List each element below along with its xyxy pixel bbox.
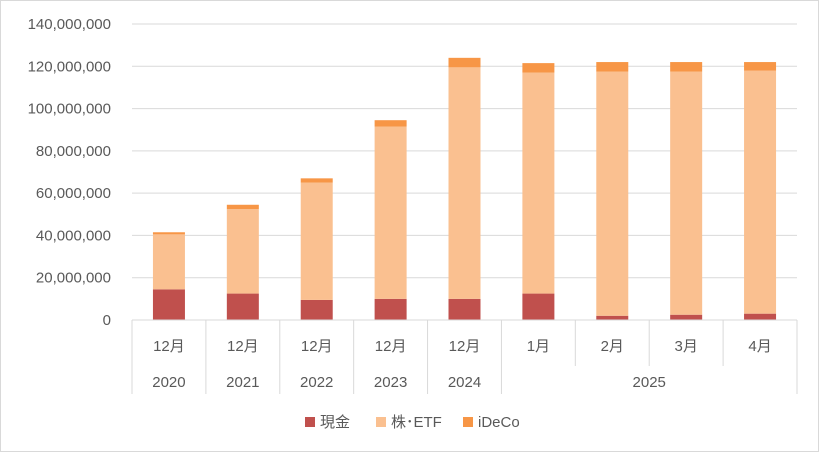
x-tick-label-month: 12月: [449, 338, 481, 355]
bar-segment-stocks-etf: [152, 234, 185, 290]
bar-segment-stocks-etf: [374, 126, 407, 299]
bar-segment-ideco: [448, 57, 481, 68]
legend-item-stocks-etf: 株･ETF: [376, 414, 442, 431]
x-tick-label-month: 12月: [301, 338, 333, 355]
x-tick-label-month: 12月: [153, 338, 185, 355]
bar-segment-cash: [226, 293, 259, 320]
bar-segment-stocks-etf: [226, 209, 259, 294]
bar-segment-stocks-etf: [744, 70, 777, 314]
legend: 現金 株･ETF iDeCo: [305, 414, 520, 431]
x-axis: 12月 12月 12月 12月 12月 1月 2月 3月 4月 2020 2021 2022 2023 2…: [131, 319, 798, 394]
bar-segment-stocks-etf: [448, 67, 481, 299]
y-tick-label: 120,000,000: [28, 58, 111, 75]
bar-segment-ideco: [300, 178, 333, 183]
bar-segment-stocks-etf: [670, 71, 703, 315]
legend-swatch: [463, 417, 473, 427]
legend-swatch: [305, 417, 315, 427]
x-tick-label-month: 1月: [527, 338, 550, 355]
y-axis-tick-labels: 0 20,000,000 40,000,000 60,000,000 80,000,00…: [28, 16, 111, 329]
x-tick-label-month: 12月: [227, 338, 259, 355]
y-tick-label: 0: [103, 312, 111, 329]
legend-item-ideco: iDeCo: [463, 414, 520, 431]
x-tick-label-year: 2025: [633, 374, 666, 391]
y-tick-label: 140,000,000: [28, 16, 111, 33]
bar-segment-ideco: [744, 62, 777, 71]
legend-item-cash: 現金: [305, 414, 350, 431]
bar-segment-ideco: [522, 63, 555, 73]
bar-segment-cash: [374, 298, 407, 320]
y-tick-label: 40,000,000: [36, 227, 111, 244]
x-tick-label-year: 2020: [152, 374, 185, 391]
x-tick-label-month: 3月: [674, 338, 697, 355]
x-tick-label-month: 12月: [375, 338, 407, 355]
legend-label: iDeCo: [478, 414, 520, 431]
y-tick-label: 80,000,000: [36, 143, 111, 160]
bar-segment-stocks-etf: [522, 72, 555, 294]
x-tick-label-year: 2021: [226, 374, 259, 391]
y-tick-label: 20,000,000: [36, 270, 111, 287]
bar-segment-cash: [744, 313, 777, 320]
bar-segment-ideco: [152, 232, 185, 235]
bar-segment-cash: [152, 289, 185, 320]
bar-segment-ideco: [670, 62, 703, 72]
x-tick-label-month: 4月: [748, 338, 771, 355]
x-tick-label-year: 2023: [374, 374, 407, 391]
bar-segment-stocks-etf: [596, 71, 629, 316]
y-tick-label: 100,000,000: [28, 101, 111, 118]
bar-segment-stocks-etf: [300, 182, 333, 300]
legend-label: 株･ETF: [391, 414, 442, 431]
bar-segment-cash: [596, 315, 629, 320]
x-tick-label-year: 2022: [300, 374, 333, 391]
legend-label: 現金: [320, 414, 350, 431]
bar-segment-cash: [300, 299, 333, 320]
bar-segment-cash: [522, 293, 555, 320]
bar-segment-cash: [448, 298, 481, 320]
bar-segment-cash: [670, 314, 703, 320]
x-tick-label-year: 2024: [448, 374, 481, 391]
bar-segment-ideco: [226, 204, 259, 209]
x-tick-label-month: 2月: [601, 338, 624, 355]
legend-swatch: [376, 417, 386, 427]
bar-segment-ideco: [596, 62, 629, 72]
bar-segment-ideco: [374, 120, 407, 127]
y-tick-label: 60,000,000: [36, 185, 111, 202]
bars: [152, 57, 777, 320]
